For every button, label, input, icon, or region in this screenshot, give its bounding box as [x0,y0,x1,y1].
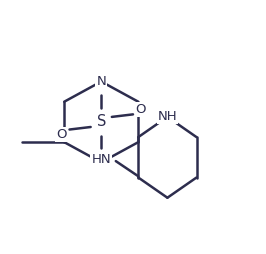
Text: S: S [97,115,106,130]
Text: O: O [136,103,146,116]
Text: O: O [56,128,67,141]
Text: HN: HN [92,153,111,166]
Text: N: N [96,75,106,88]
Text: NH: NH [157,110,177,123]
